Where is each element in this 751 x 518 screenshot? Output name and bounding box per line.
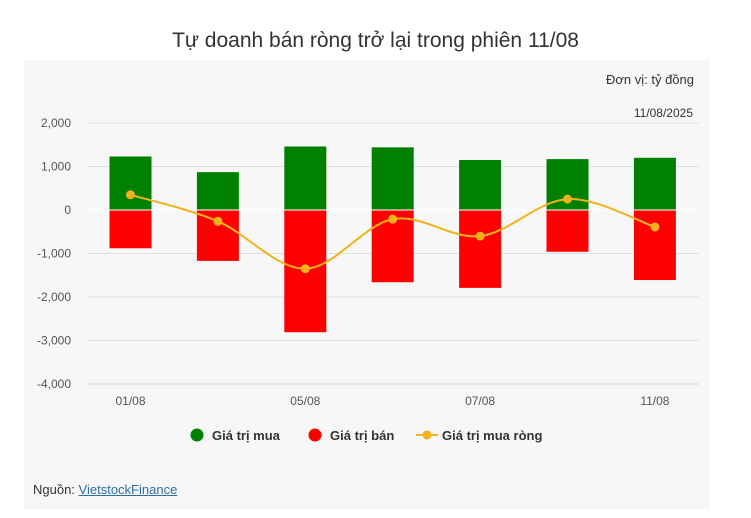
legend-label: Giá trị mua ròng [442, 428, 542, 443]
chart-panel [24, 60, 710, 509]
chart-title: Tự doanh bán ròng trở lại trong phiên 11… [172, 29, 579, 52]
y-tick-label: -2,000 [37, 290, 71, 304]
legend-marker [190, 428, 204, 442]
net-point[interactable] [388, 214, 398, 224]
bar-buy[interactable] [196, 172, 239, 210]
x-tick-label: 11/08 [640, 394, 669, 408]
net-line [126, 190, 660, 274]
bar-buy[interactable] [459, 159, 502, 210]
x-axis: 01/08 05/08 07/08 11/08 [115, 394, 669, 408]
net-point[interactable] [126, 190, 135, 200]
bar-sell[interactable] [546, 210, 589, 252]
net-point[interactable] [213, 216, 223, 226]
legend-marker [308, 428, 322, 442]
y-tick-label: 2,000 [41, 116, 71, 130]
source-note: Nguồn: VietstockFinance [33, 482, 177, 497]
bar-buy[interactable] [371, 147, 414, 210]
legend-marker [422, 430, 432, 440]
y-tick-label: -1,000 [37, 247, 71, 261]
source-link[interactable]: VietstockFinance [78, 482, 178, 497]
x-tick-label: 01/08 [115, 394, 145, 408]
legend: Giá trị mua Giá trị bán Giá trị mua ròng [190, 428, 542, 443]
x-tick-label: 05/08 [290, 394, 320, 408]
y-tick-label: -3,000 [37, 334, 71, 348]
source-prefix: Nguồn: [33, 482, 79, 497]
bar-sell[interactable] [109, 210, 152, 249]
legend-label: Giá trị mua [212, 428, 281, 443]
net-point[interactable] [475, 231, 485, 241]
y-tick-label: 0 [64, 203, 71, 217]
bar-buy[interactable] [109, 156, 152, 210]
bar-sell[interactable] [459, 210, 502, 288]
legend-label: Giá trị bán [330, 428, 394, 443]
bar-buy[interactable] [284, 146, 327, 210]
y-tick-label: -4,000 [37, 377, 71, 391]
legend-item[interactable]: Giá trị bán [308, 428, 395, 443]
date-note: 11/08/2025 [634, 106, 693, 120]
y-axis: 2,000 1,000 0 -1,000 -2,000 -3,000 -4,000 [37, 116, 71, 391]
net-point[interactable] [563, 194, 572, 204]
legend-item[interactable]: Giá trị mua ròng [416, 428, 542, 443]
bar-buy[interactable] [633, 157, 676, 210]
y-tick-label: 1,000 [41, 160, 71, 174]
x-tick-label: 07/08 [465, 394, 495, 408]
unit-note: Đơn vị: tỷ đồng [606, 72, 694, 87]
bars [87, 146, 699, 333]
legend-item[interactable]: Giá trị mua [190, 428, 281, 443]
net-point[interactable] [300, 264, 310, 274]
net-point[interactable] [650, 222, 660, 232]
